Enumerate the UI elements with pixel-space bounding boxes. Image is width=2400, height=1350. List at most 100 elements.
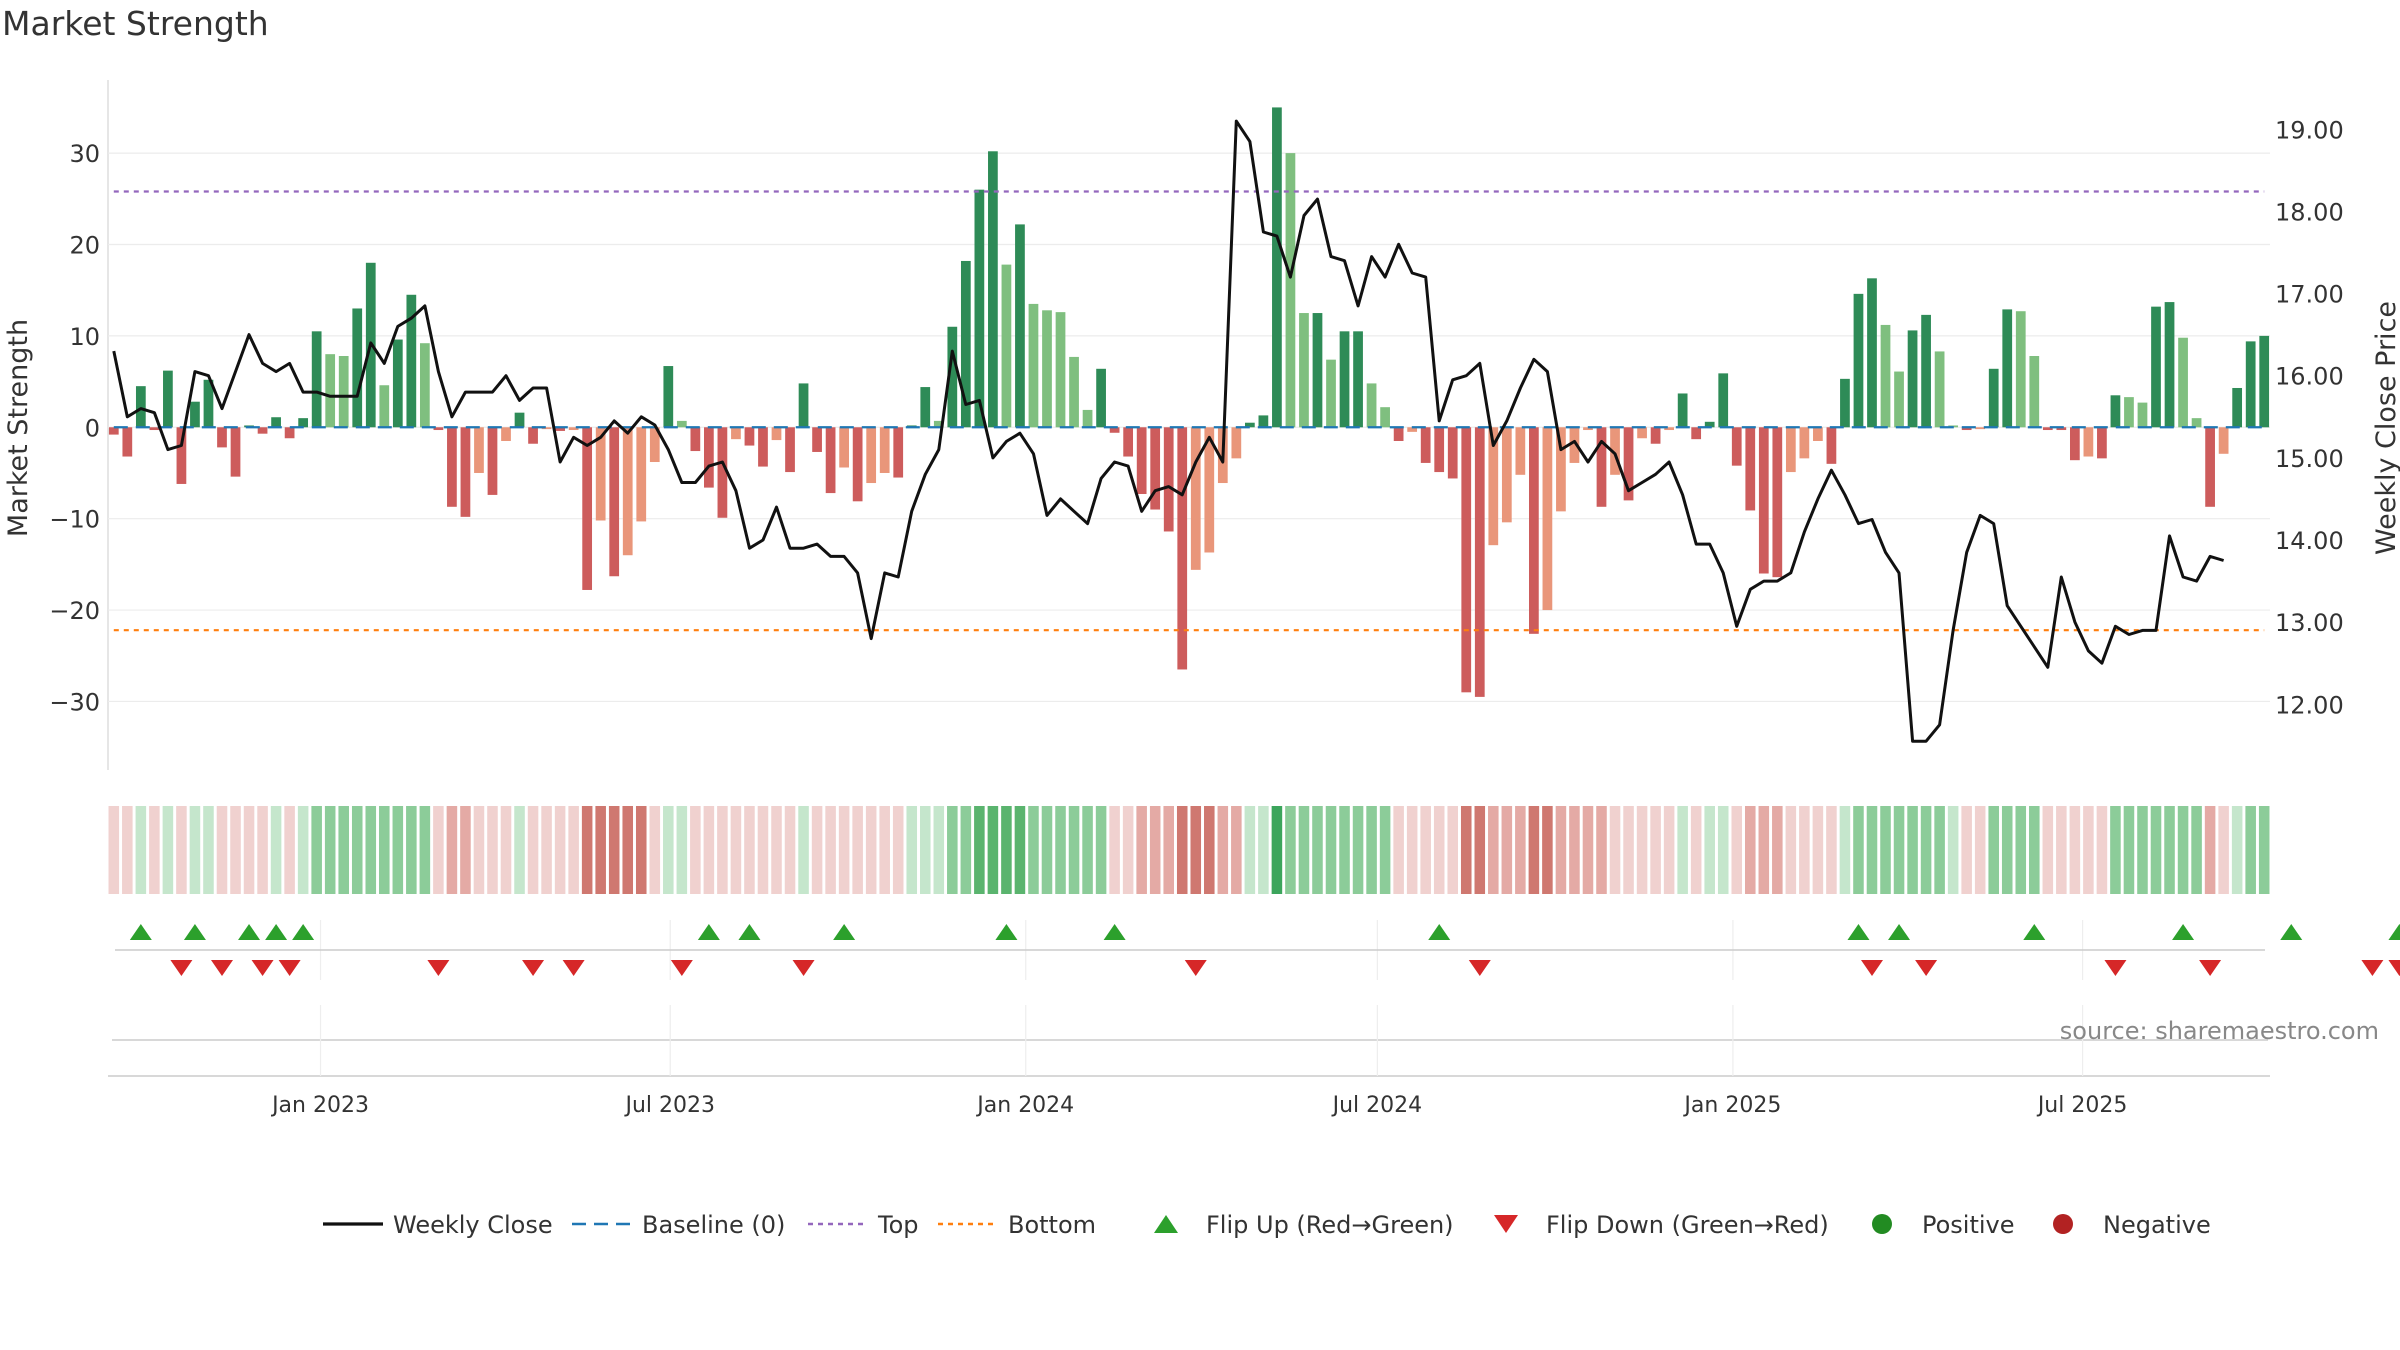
state-cell: [1393, 806, 1404, 894]
grid-layer: [107, 80, 2270, 1077]
state-cell: [1555, 806, 1567, 894]
state-cell: [1690, 806, 1702, 894]
flip-down-marker: [1860, 960, 1883, 976]
axes: Market Strength Weekly Close Price sourc…: [3, 116, 2400, 1118]
state-cell: [365, 806, 377, 894]
state-cell: [1974, 806, 1986, 894]
strength-bar: [812, 427, 822, 452]
strength-bar: [1353, 331, 1363, 428]
strength-bar: [960, 260, 971, 428]
state-cell: [1447, 806, 1459, 894]
state-cell: [1744, 806, 1756, 894]
strength-bar: [2069, 427, 2080, 461]
strength-bar: [1028, 303, 1039, 428]
strength-bar: [392, 339, 403, 428]
strength-bar: [433, 427, 444, 431]
state-cell: [473, 806, 485, 894]
y-right-tick-label: 18.00: [2275, 198, 2344, 226]
flip-down-marker: [792, 960, 815, 976]
state-cell: [2164, 806, 2175, 894]
state-cell: [1258, 806, 1269, 894]
strength-bar: [1393, 427, 1404, 441]
state-cell: [203, 806, 214, 894]
strength-bar: [568, 427, 579, 431]
state-cell: [2001, 806, 2013, 894]
x-tick-label: Jul 2024: [1331, 1093, 1423, 1118]
strength-bar: [1082, 409, 1093, 428]
strength-bar: [419, 343, 430, 428]
state-cell: [2056, 806, 2067, 894]
flip-down-marker: [562, 960, 585, 976]
strength-bar: [2015, 311, 2026, 428]
state-cell: [1082, 806, 1093, 894]
strength-bar: [1975, 427, 1986, 430]
strength-bar: [1177, 427, 1188, 670]
state-cell: [149, 806, 160, 894]
state-cell: [649, 806, 661, 894]
strength-bars: [108, 107, 2270, 697]
strength-bar: [1840, 378, 1850, 428]
legend-label: Weekly Close: [393, 1211, 553, 1239]
strength-bar: [2042, 427, 2053, 431]
state-cell: [284, 806, 295, 894]
state-cell: [1298, 806, 1310, 894]
state-cell: [690, 806, 701, 894]
flip-down-marker: [670, 960, 693, 976]
flip-up-marker: [183, 924, 206, 940]
strength-bar: [1150, 427, 1161, 510]
state-cell: [541, 806, 552, 894]
state-cell: [1460, 806, 1472, 894]
state-cell: [2191, 806, 2202, 894]
state-cell: [2110, 806, 2121, 894]
strength-bar: [2083, 427, 2094, 457]
strength-bar: [676, 420, 687, 428]
y-tick-label: 30: [69, 140, 100, 168]
chart-title: Market Strength: [2, 4, 269, 43]
strength-bar: [1569, 427, 1580, 463]
flip-markers: [115, 924, 2400, 976]
state-cell: [270, 806, 282, 894]
strength-bar: [1434, 427, 1445, 473]
state-cell: [933, 806, 945, 894]
flip-down-marker: [2104, 960, 2127, 976]
strength-bar: [1488, 427, 1499, 546]
legend-item: Baseline (0): [572, 1211, 785, 1239]
state-cell: [1623, 806, 1634, 894]
strength-bar: [744, 427, 755, 446]
strength-bar: [338, 356, 349, 428]
state-cell: [1217, 806, 1229, 894]
legend-item: Flip Up (Red→Green): [1154, 1211, 1454, 1239]
state-cell: [906, 806, 918, 894]
y-right-tick-label: 13.00: [2275, 609, 2344, 637]
state-cell: [1055, 806, 1066, 894]
strength-bar: [1474, 427, 1485, 697]
flip-up-marker: [697, 924, 720, 940]
strength-bar: [2205, 427, 2215, 507]
strength-bar: [1231, 427, 1242, 459]
strength-bar: [2178, 337, 2188, 428]
state-cell: [230, 806, 241, 894]
state-cell: [1501, 806, 1513, 894]
strength-bar: [852, 427, 863, 502]
flip-up-marker: [2280, 924, 2303, 940]
state-cell: [527, 806, 539, 894]
state-cell: [419, 806, 431, 894]
state-cell: [351, 806, 363, 894]
strength-bar: [257, 427, 268, 434]
strength-bar: [1136, 427, 1147, 494]
y-right-tick-label: 14.00: [2275, 527, 2344, 555]
strength-bar: [771, 427, 782, 441]
state-cell: [1312, 806, 1323, 894]
state-cell: [1961, 806, 1972, 894]
flip-down-marker: [2361, 960, 2384, 976]
legend-item: Flip Down (Green→Red): [1494, 1211, 1829, 1239]
flip-down-marker: [522, 960, 545, 976]
state-cell: [2123, 806, 2135, 894]
flip-down-marker: [251, 960, 274, 976]
state-cell: [581, 806, 593, 894]
state-cell: [608, 806, 620, 894]
strength-bar: [2151, 306, 2161, 428]
strength-bar: [731, 427, 741, 440]
